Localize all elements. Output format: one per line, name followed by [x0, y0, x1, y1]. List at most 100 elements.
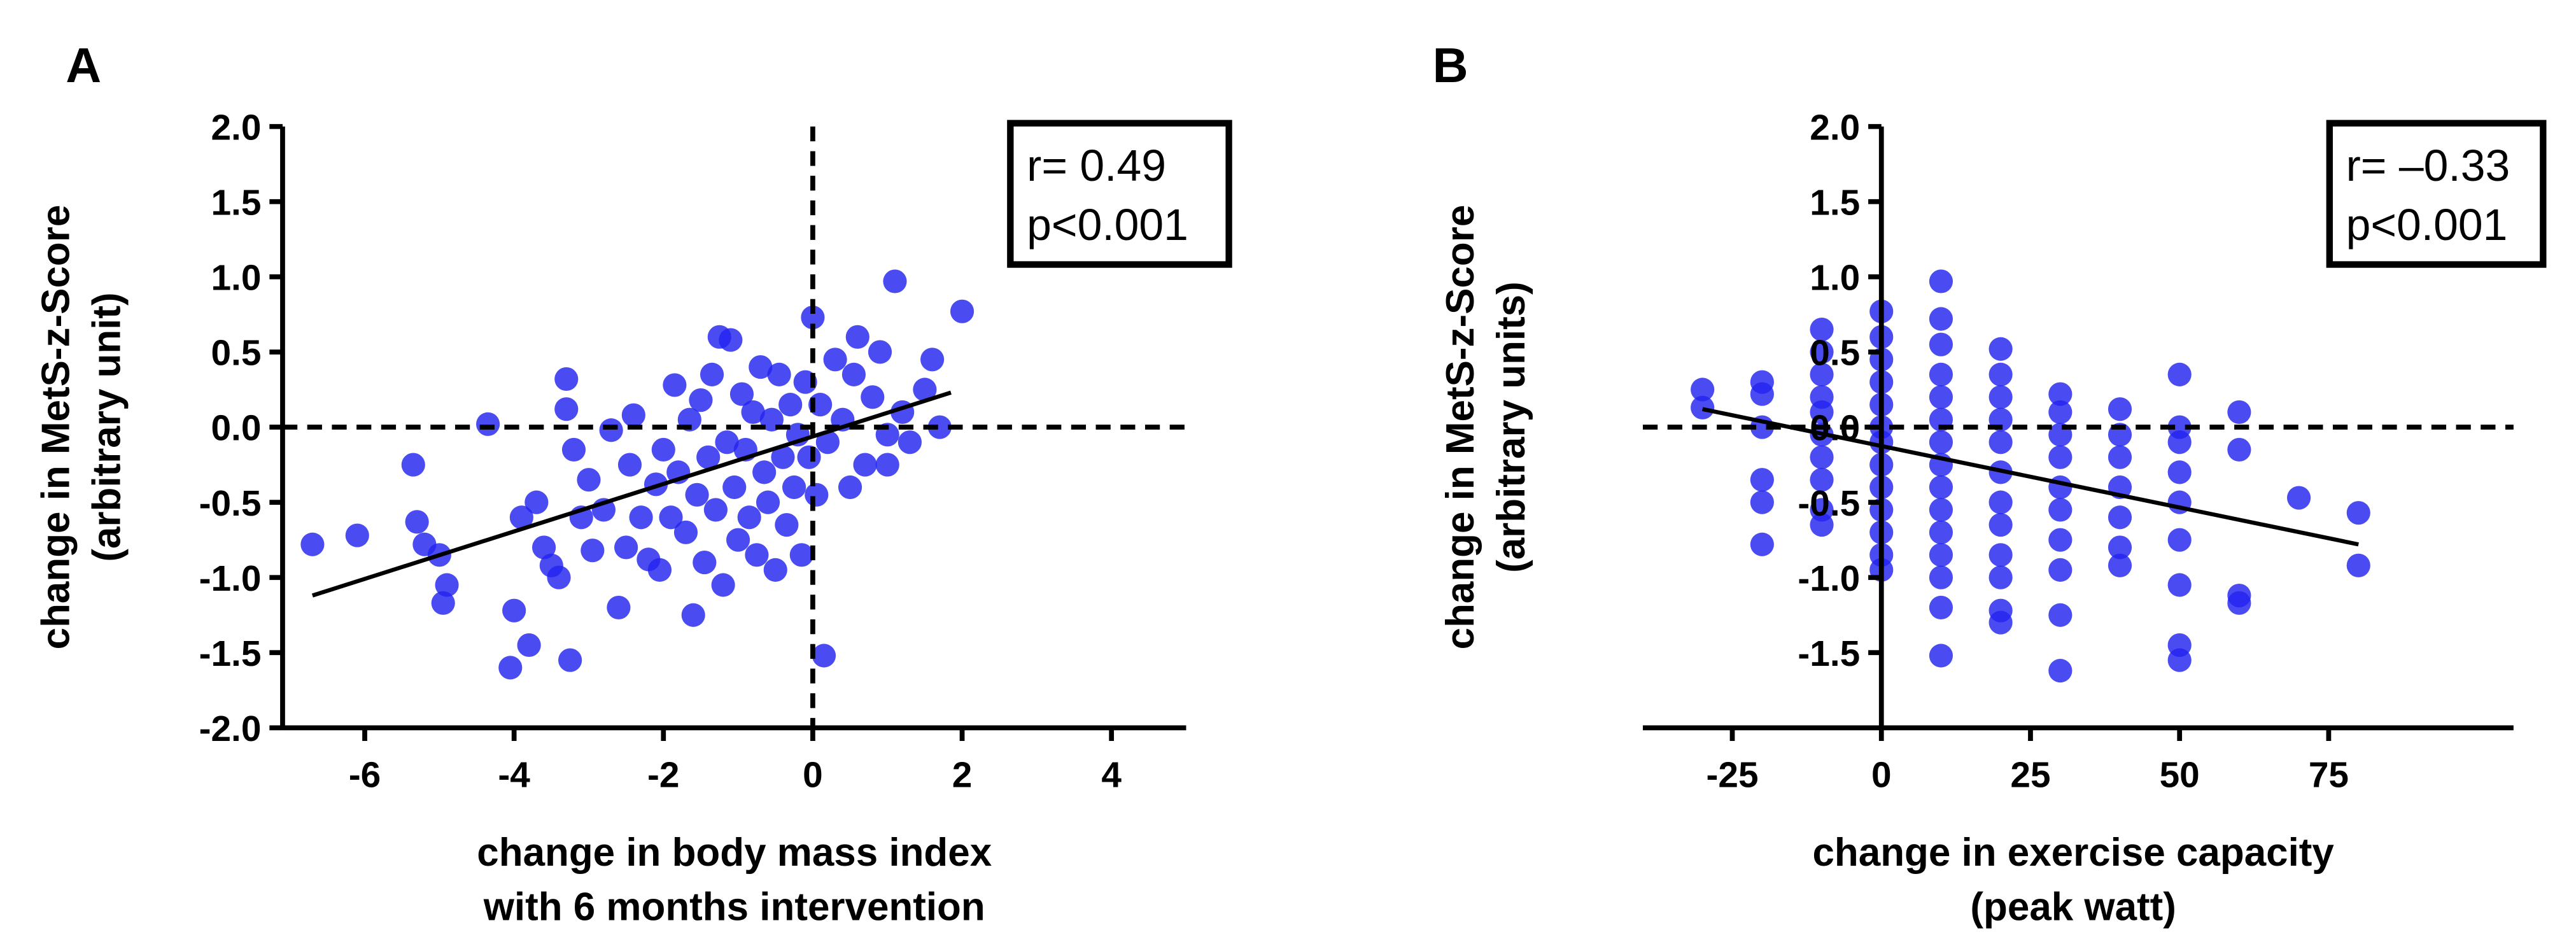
point: [502, 598, 526, 623]
point: [782, 475, 806, 500]
x-tick-label: 50: [2160, 755, 2200, 795]
point: [581, 539, 605, 563]
point: [558, 648, 582, 672]
point: [2167, 460, 2192, 484]
point: [1810, 362, 1834, 386]
point: [561, 437, 586, 462]
point: [1988, 490, 2013, 514]
x-tick-label: 4: [1101, 755, 1122, 795]
point: [1810, 400, 1834, 425]
point: [2048, 558, 2073, 582]
point: [1929, 644, 1953, 668]
point: [749, 355, 773, 379]
point: [841, 362, 866, 386]
point: [476, 412, 500, 436]
point: [845, 325, 869, 349]
point: [1929, 332, 1953, 356]
point: [2048, 382, 2073, 406]
point: [1810, 340, 1834, 364]
point: [1929, 385, 1953, 409]
point: [823, 348, 847, 372]
point: [1929, 595, 1953, 620]
point: [2346, 501, 2370, 525]
point: [405, 510, 429, 534]
point: [1988, 610, 2013, 635]
point: [696, 445, 721, 469]
point: [517, 633, 541, 658]
point: [752, 460, 777, 484]
point: [1750, 468, 1774, 492]
annotation: r= –0.33: [2346, 141, 2510, 190]
point: [2346, 553, 2370, 577]
point: [853, 453, 877, 477]
point: [693, 550, 717, 575]
point: [577, 468, 601, 492]
point: [524, 490, 549, 514]
point: [711, 573, 735, 597]
point: [614, 535, 638, 560]
y-tick-label: 1.5: [1810, 183, 1860, 223]
y-axis-label: (arbitrary units): [1489, 281, 1533, 573]
point: [629, 505, 653, 530]
x-tick-label: 25: [2010, 755, 2050, 795]
point: [950, 299, 975, 323]
point: [663, 373, 687, 397]
point: [1929, 475, 1953, 500]
point: [767, 362, 791, 386]
y-axis-label: (arbitrary unit): [85, 292, 129, 561]
point: [745, 543, 769, 567]
point: [2167, 362, 2192, 386]
point: [2108, 535, 2132, 560]
point: [737, 505, 761, 530]
point: [2048, 445, 2073, 469]
point: [599, 418, 623, 442]
point: [1750, 532, 1774, 556]
point: [689, 388, 713, 412]
x-tick-label: 2: [952, 755, 973, 795]
point: [927, 415, 952, 439]
point: [1750, 382, 1774, 406]
x-tick-label: -2: [647, 755, 679, 795]
y-tick-label: -1.5: [1798, 634, 1860, 674]
y-tick-label: -1.0: [1798, 559, 1860, 599]
point: [2048, 400, 2073, 425]
point: [897, 430, 922, 454]
panel-label: B: [1433, 38, 1468, 93]
y-tick-label: 2.0: [1810, 108, 1860, 148]
point: [913, 377, 937, 402]
point: [1988, 337, 2013, 361]
point: [1929, 520, 1953, 544]
point: [617, 453, 642, 477]
point: [651, 437, 675, 462]
point: [2167, 648, 2192, 672]
point: [554, 397, 579, 421]
point: [531, 535, 556, 560]
point: [1929, 307, 1953, 331]
x-axis-label: change in exercise capacity: [1812, 831, 2334, 875]
point: [1988, 385, 2013, 409]
y-tick-label: -1.0: [199, 559, 262, 599]
point: [681, 603, 705, 627]
point: [703, 498, 728, 522]
point: [763, 558, 787, 582]
point: [797, 445, 821, 469]
annotation-box: [1007, 120, 1232, 268]
point: [401, 453, 425, 477]
point: [2108, 445, 2132, 469]
point: [2108, 505, 2132, 530]
point: [838, 475, 862, 500]
point: [1988, 565, 2013, 589]
x-tick-label: 0: [803, 755, 823, 795]
x-tick-label: -25: [1706, 755, 1758, 795]
annotation: r= 0.49: [1027, 141, 1166, 190]
point: [2167, 430, 2192, 454]
point: [1929, 269, 1953, 293]
point: [1691, 395, 1715, 419]
point: [812, 644, 836, 668]
annotation-box: [2326, 120, 2547, 268]
point: [700, 362, 724, 386]
point: [868, 340, 892, 364]
x-tick-label: -4: [498, 755, 530, 795]
point: [719, 328, 743, 352]
